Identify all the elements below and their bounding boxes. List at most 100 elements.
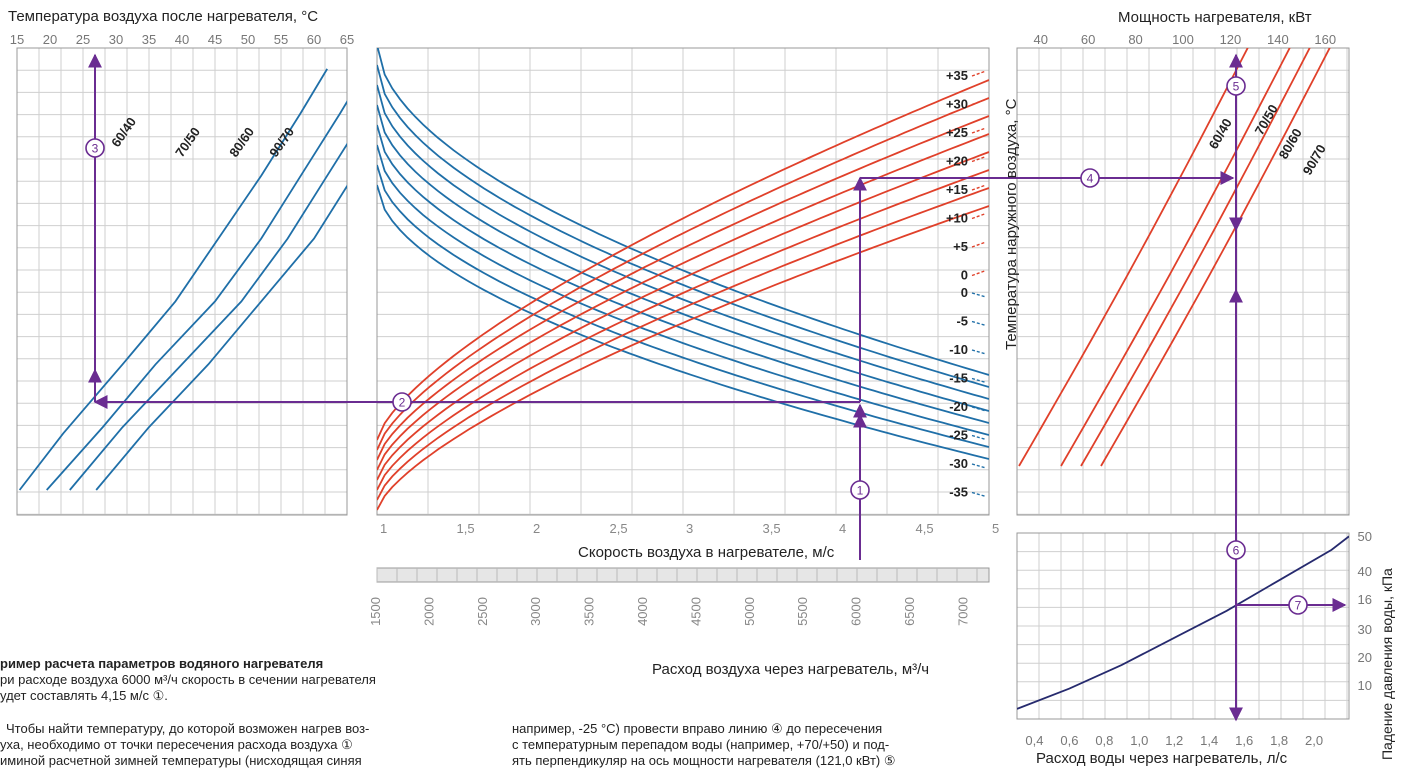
water-flow-tick-label: 0,6 <box>1060 733 1078 748</box>
outdoor-temp-label-negative: -35 <box>949 485 968 500</box>
water-flow-tick-label: 1,6 <box>1235 733 1253 748</box>
label-leader <box>971 241 987 248</box>
label-leader <box>971 184 987 191</box>
example-p2-line3: иминой расчетной зимней температуры (нис… <box>0 753 362 768</box>
outdoor-temp-curve-negative <box>377 144 989 436</box>
outdoor-temp-curve-positive <box>377 187 989 501</box>
airflow-tick-label: 3500 <box>582 597 597 626</box>
example-p2-line2: уха, необходимо от точки пересечения рас… <box>0 737 353 752</box>
airflow-tick-label: 4500 <box>688 597 703 626</box>
step-marker-3: 3 <box>85 138 105 158</box>
outdoor-temp-label-positive: +15 <box>946 182 968 197</box>
water-regime-curve-80-60 <box>69 142 347 491</box>
outlet-temperature-axis-title: Температура воздуха после нагревателя, °… <box>8 8 319 25</box>
step-marker-number: 2 <box>399 396 406 410</box>
outdoor-temp-curve-positive <box>377 133 989 471</box>
label-leader <box>971 155 987 163</box>
outdoor-temp-curve-negative <box>377 48 989 376</box>
velocity-tick-label: 2,5 <box>610 521 628 536</box>
power-tick-label: 140 <box>1267 32 1289 47</box>
outlet-temp-tick-label: 50 <box>241 32 255 47</box>
example-p3-line1: например, -25 °C) провести вправо линию … <box>512 721 883 736</box>
outdoor-temp-label-positive: 0 <box>961 268 968 283</box>
label-leader <box>971 212 987 220</box>
label-leader <box>971 349 987 355</box>
outlet-temp-tick-label: 40 <box>175 32 189 47</box>
airflow-tick-label: 5000 <box>742 597 757 626</box>
velocity-tick-label: 1,5 <box>457 521 475 536</box>
example-p3-line3: ять перпендикуляр на ось мощности нагрев… <box>512 753 896 768</box>
example-p2-line1: Чтобы найти температуру, до которой возм… <box>6 721 370 736</box>
power-tick-label: 80 <box>1128 32 1142 47</box>
power-regime-label-90-70: 90/70 <box>1300 142 1329 178</box>
label-leader <box>971 70 987 77</box>
airflow-scale-strip <box>376 567 990 583</box>
power-curve <box>1018 48 1249 467</box>
step-marker-circle <box>1288 595 1308 615</box>
pressure-drop-curve <box>1017 535 1349 710</box>
outlet-temp-tick-label: 25 <box>76 32 90 47</box>
airflow-tick-label: 2500 <box>475 597 490 626</box>
velocity-tick-label: 1 <box>380 521 387 536</box>
water-regime-curve-70-50 <box>46 100 347 491</box>
velocity-tick-label: 3,5 <box>763 521 781 536</box>
outlet-temp-tick-label: 60 <box>307 32 321 47</box>
velocity-tick-label: 4 <box>839 521 846 536</box>
water-flow-tick-label: 0,4 <box>1025 733 1043 748</box>
velocity-axis-title: Скорость воздуха в нагревателе, м/с <box>578 544 835 561</box>
grid-pressure-drop <box>1016 532 1350 720</box>
pressure-drop-axis-title: Падение давления воды, кПа <box>1379 568 1395 760</box>
label-leader <box>971 434 987 441</box>
step-marker-5: 5 <box>1226 76 1246 96</box>
outdoor-temp-curve-negative <box>377 164 989 448</box>
panel-frame <box>1016 532 1350 720</box>
example-text-block-4: например, -25 °C) провести вправо линию … <box>512 721 1012 769</box>
heater-power-curves <box>1018 48 1331 467</box>
label-leader <box>971 406 987 412</box>
outdoor-temp-label-negative: -20 <box>949 399 968 414</box>
regime-label-60-40: 60/40 <box>108 114 139 149</box>
curves-layer <box>18 48 1349 710</box>
outlet-temp-tick-label: 35 <box>142 32 156 47</box>
example-p3-line2: с температурным перепадом воды (например… <box>512 737 890 752</box>
outdoor-temp-label-negative: -10 <box>949 342 968 357</box>
panel-frame <box>376 47 990 516</box>
step-marker-7: 7 <box>1288 595 1308 615</box>
label-leader <box>971 491 987 498</box>
water-flow-tick-label: 1,2 <box>1165 733 1183 748</box>
airflow-tick-label: 2000 <box>421 597 436 626</box>
outdoor-temperature-axis-title: Температура наружного воздуха, °C <box>1003 98 1020 350</box>
step-marker-number: 5 <box>1233 80 1240 94</box>
step-marker-number: 4 <box>1087 172 1094 186</box>
outdoor-temp-curve-negative <box>377 64 989 388</box>
panel-frame <box>1016 47 1350 516</box>
step-marker-circle <box>1226 540 1246 560</box>
label-leader <box>971 320 987 327</box>
power-tick-label: 120 <box>1220 32 1242 47</box>
label-leader <box>971 377 987 384</box>
example-text-block-3: уха, необходимо от точки пересечения рас… <box>0 737 500 769</box>
outdoor-temp-label-positive: +5 <box>953 239 968 254</box>
pressure-drop-curves <box>1017 535 1349 710</box>
outdoor-temp-curve-negative <box>377 104 989 412</box>
outlet-temp-tick-label: 15 <box>10 32 24 47</box>
outdoor-temp-label-negative: -15 <box>949 371 968 386</box>
water-flow-tick-label: 0,8 <box>1095 733 1113 748</box>
outlet-temperature-curves <box>18 68 347 491</box>
pressure-tick-label: 30 <box>1358 622 1372 637</box>
regime-label-90-70: 90/70 <box>266 124 297 159</box>
power-tick-label: 60 <box>1081 32 1095 47</box>
pressure-tick-label: 16 <box>1358 592 1372 607</box>
step-marker-6: 6 <box>1226 540 1246 560</box>
step-marker-circle <box>1226 76 1246 96</box>
outdoor-temp-curve-negative <box>377 184 989 460</box>
velocity-tick-label: 4,5 <box>916 521 934 536</box>
airflow-tick-label: 7000 <box>955 597 970 626</box>
step-marker-circle <box>392 392 412 412</box>
outdoor-temp-label-negative: 0 <box>961 285 968 300</box>
outdoor-temp-label-positive: +20 <box>946 154 968 169</box>
outdoor-temp-curve-positive <box>377 205 989 511</box>
example-path-arrows: 1 2 3 4 5 6 7 <box>85 53 1347 722</box>
water-flow-tick-label: 1,4 <box>1200 733 1218 748</box>
